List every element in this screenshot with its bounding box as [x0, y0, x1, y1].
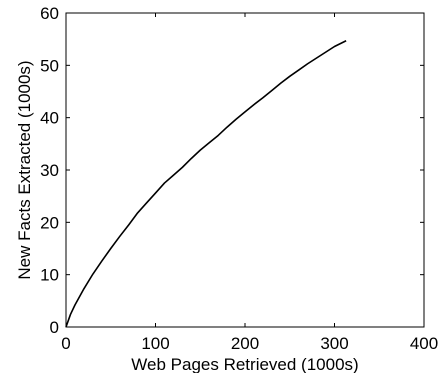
y-tick-label: 50 [40, 56, 59, 75]
x-tick-label: 200 [231, 334, 259, 353]
x-tick-label: 100 [141, 334, 169, 353]
x-tick-label: 0 [61, 334, 70, 353]
x-tick-label: 400 [410, 334, 438, 353]
series-line [65, 40, 347, 328]
x-tick-label: 300 [320, 334, 348, 353]
y-axis-label: New Facts Extracted (1000s) [15, 60, 34, 279]
y-tick-label: 60 [40, 4, 59, 23]
y-tick-label: 10 [40, 266, 59, 285]
y-tick-label: 30 [40, 161, 59, 180]
tick-labels: 0 100 200 300 400 0 10 20 30 40 50 60 [40, 4, 438, 353]
y-tick-label: 0 [50, 318, 59, 337]
y-tick-label: 40 [40, 109, 59, 128]
x-axis-label: Web Pages Retrieved (1000s) [131, 355, 358, 373]
series-layer [65, 40, 347, 328]
y-tick-label: 20 [40, 213, 59, 232]
plot-frame [65, 12, 425, 328]
